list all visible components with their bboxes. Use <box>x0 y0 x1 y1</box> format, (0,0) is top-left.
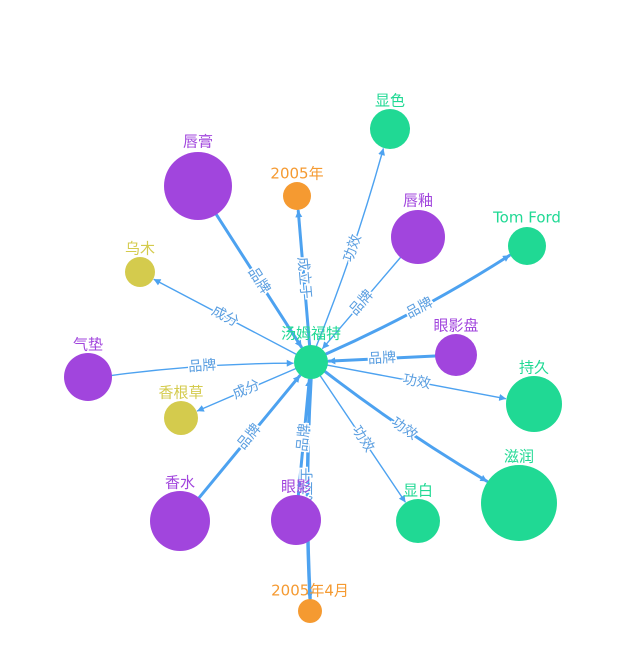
edge-center-chijiu[interactable] <box>327 364 507 401</box>
edge-center-xianse[interactable] <box>315 148 385 347</box>
node-label-wumu: 乌木 <box>125 240 155 258</box>
node-label-xianbai: 显白 <box>403 482 433 500</box>
node-label-chungao: 唇膏 <box>183 133 213 151</box>
edge-label-center-zirun: 功效 <box>388 414 420 443</box>
node-label-center: 汤姆福特 <box>281 325 341 343</box>
node-chunyou[interactable] <box>391 210 445 264</box>
edge-yanyingpan-center[interactable] <box>327 354 437 365</box>
node-yanying[interactable] <box>271 495 321 545</box>
edge-chunyou-center[interactable] <box>322 256 402 350</box>
node-label-xianse: 显色 <box>375 92 405 110</box>
node-chungao[interactable] <box>164 152 232 220</box>
node-label-chijiu: 持久 <box>519 359 549 377</box>
node-label-xianggencao: 香根草 <box>158 384 203 402</box>
node-label-yanying: 眼影 <box>281 478 311 496</box>
edge-label-center-xianse: 功效 <box>341 233 365 265</box>
edge-xiangshui-center[interactable] <box>197 374 302 500</box>
edge-yanying-center[interactable] <box>296 378 313 497</box>
node-label-chunyou: 唇釉 <box>403 192 433 210</box>
edge-center-y2005_4[interactable] <box>305 377 314 600</box>
node-chijiu[interactable] <box>506 376 562 432</box>
edge-label-center-xianggencao: 成分 <box>230 377 262 403</box>
node-label-xiangshui: 香水 <box>165 474 195 492</box>
edges-layer <box>111 148 511 600</box>
node-xianggencao[interactable] <box>164 401 198 435</box>
edge-center-xianbai[interactable] <box>319 375 406 503</box>
edge-label-center-y2005: 成立于 <box>294 256 313 299</box>
edge-center-zirun[interactable] <box>323 370 489 483</box>
edge-chungao-center[interactable] <box>214 213 303 349</box>
edge-qidian-center[interactable] <box>111 359 294 377</box>
edge-label-center-wumu: 成分 <box>209 303 241 330</box>
node-label-yanyingpan: 眼影盘 <box>433 317 478 335</box>
node-tomford[interactable] <box>508 227 546 265</box>
node-center[interactable] <box>294 345 328 379</box>
edge-label-center-chijiu: 功效 <box>401 371 431 392</box>
edge-label-chungao-center: 品牌 <box>245 264 274 297</box>
node-label-zirun: 滋润 <box>504 448 534 466</box>
edge-center-y2005[interactable] <box>295 209 312 347</box>
node-zirun[interactable] <box>481 465 557 541</box>
edge-center-tomford[interactable] <box>324 253 511 356</box>
edge-label-qidian-center: 品牌 <box>188 356 217 375</box>
edge-label-center-tomford: 品牌 <box>403 294 436 322</box>
node-yanyingpan[interactable] <box>435 334 477 376</box>
node-xianse[interactable] <box>370 109 410 149</box>
node-label-y2005_4: 2005年4月 <box>271 582 349 600</box>
node-label-y2005: 2005年 <box>270 165 323 183</box>
edge-label-center-xianbai: 功效 <box>348 423 377 455</box>
node-xianbai[interactable] <box>396 499 440 543</box>
node-xiangshui[interactable] <box>150 491 210 551</box>
nodes-layer <box>64 109 562 623</box>
node-label-tomford: Tom Ford <box>492 209 561 227</box>
edge-center-wumu[interactable] <box>153 278 297 355</box>
edge-label-yanying-center: 品牌 <box>294 423 314 452</box>
node-qidian[interactable] <box>64 353 112 401</box>
edge-label-yanyingpan-center: 品牌 <box>368 349 397 367</box>
node-label-qidian: 气垫 <box>73 336 103 354</box>
node-y2005_4[interactable] <box>298 599 322 623</box>
node-wumu[interactable] <box>125 257 155 287</box>
node-y2005[interactable] <box>283 182 311 210</box>
edge-center-xianggencao[interactable] <box>196 368 297 412</box>
